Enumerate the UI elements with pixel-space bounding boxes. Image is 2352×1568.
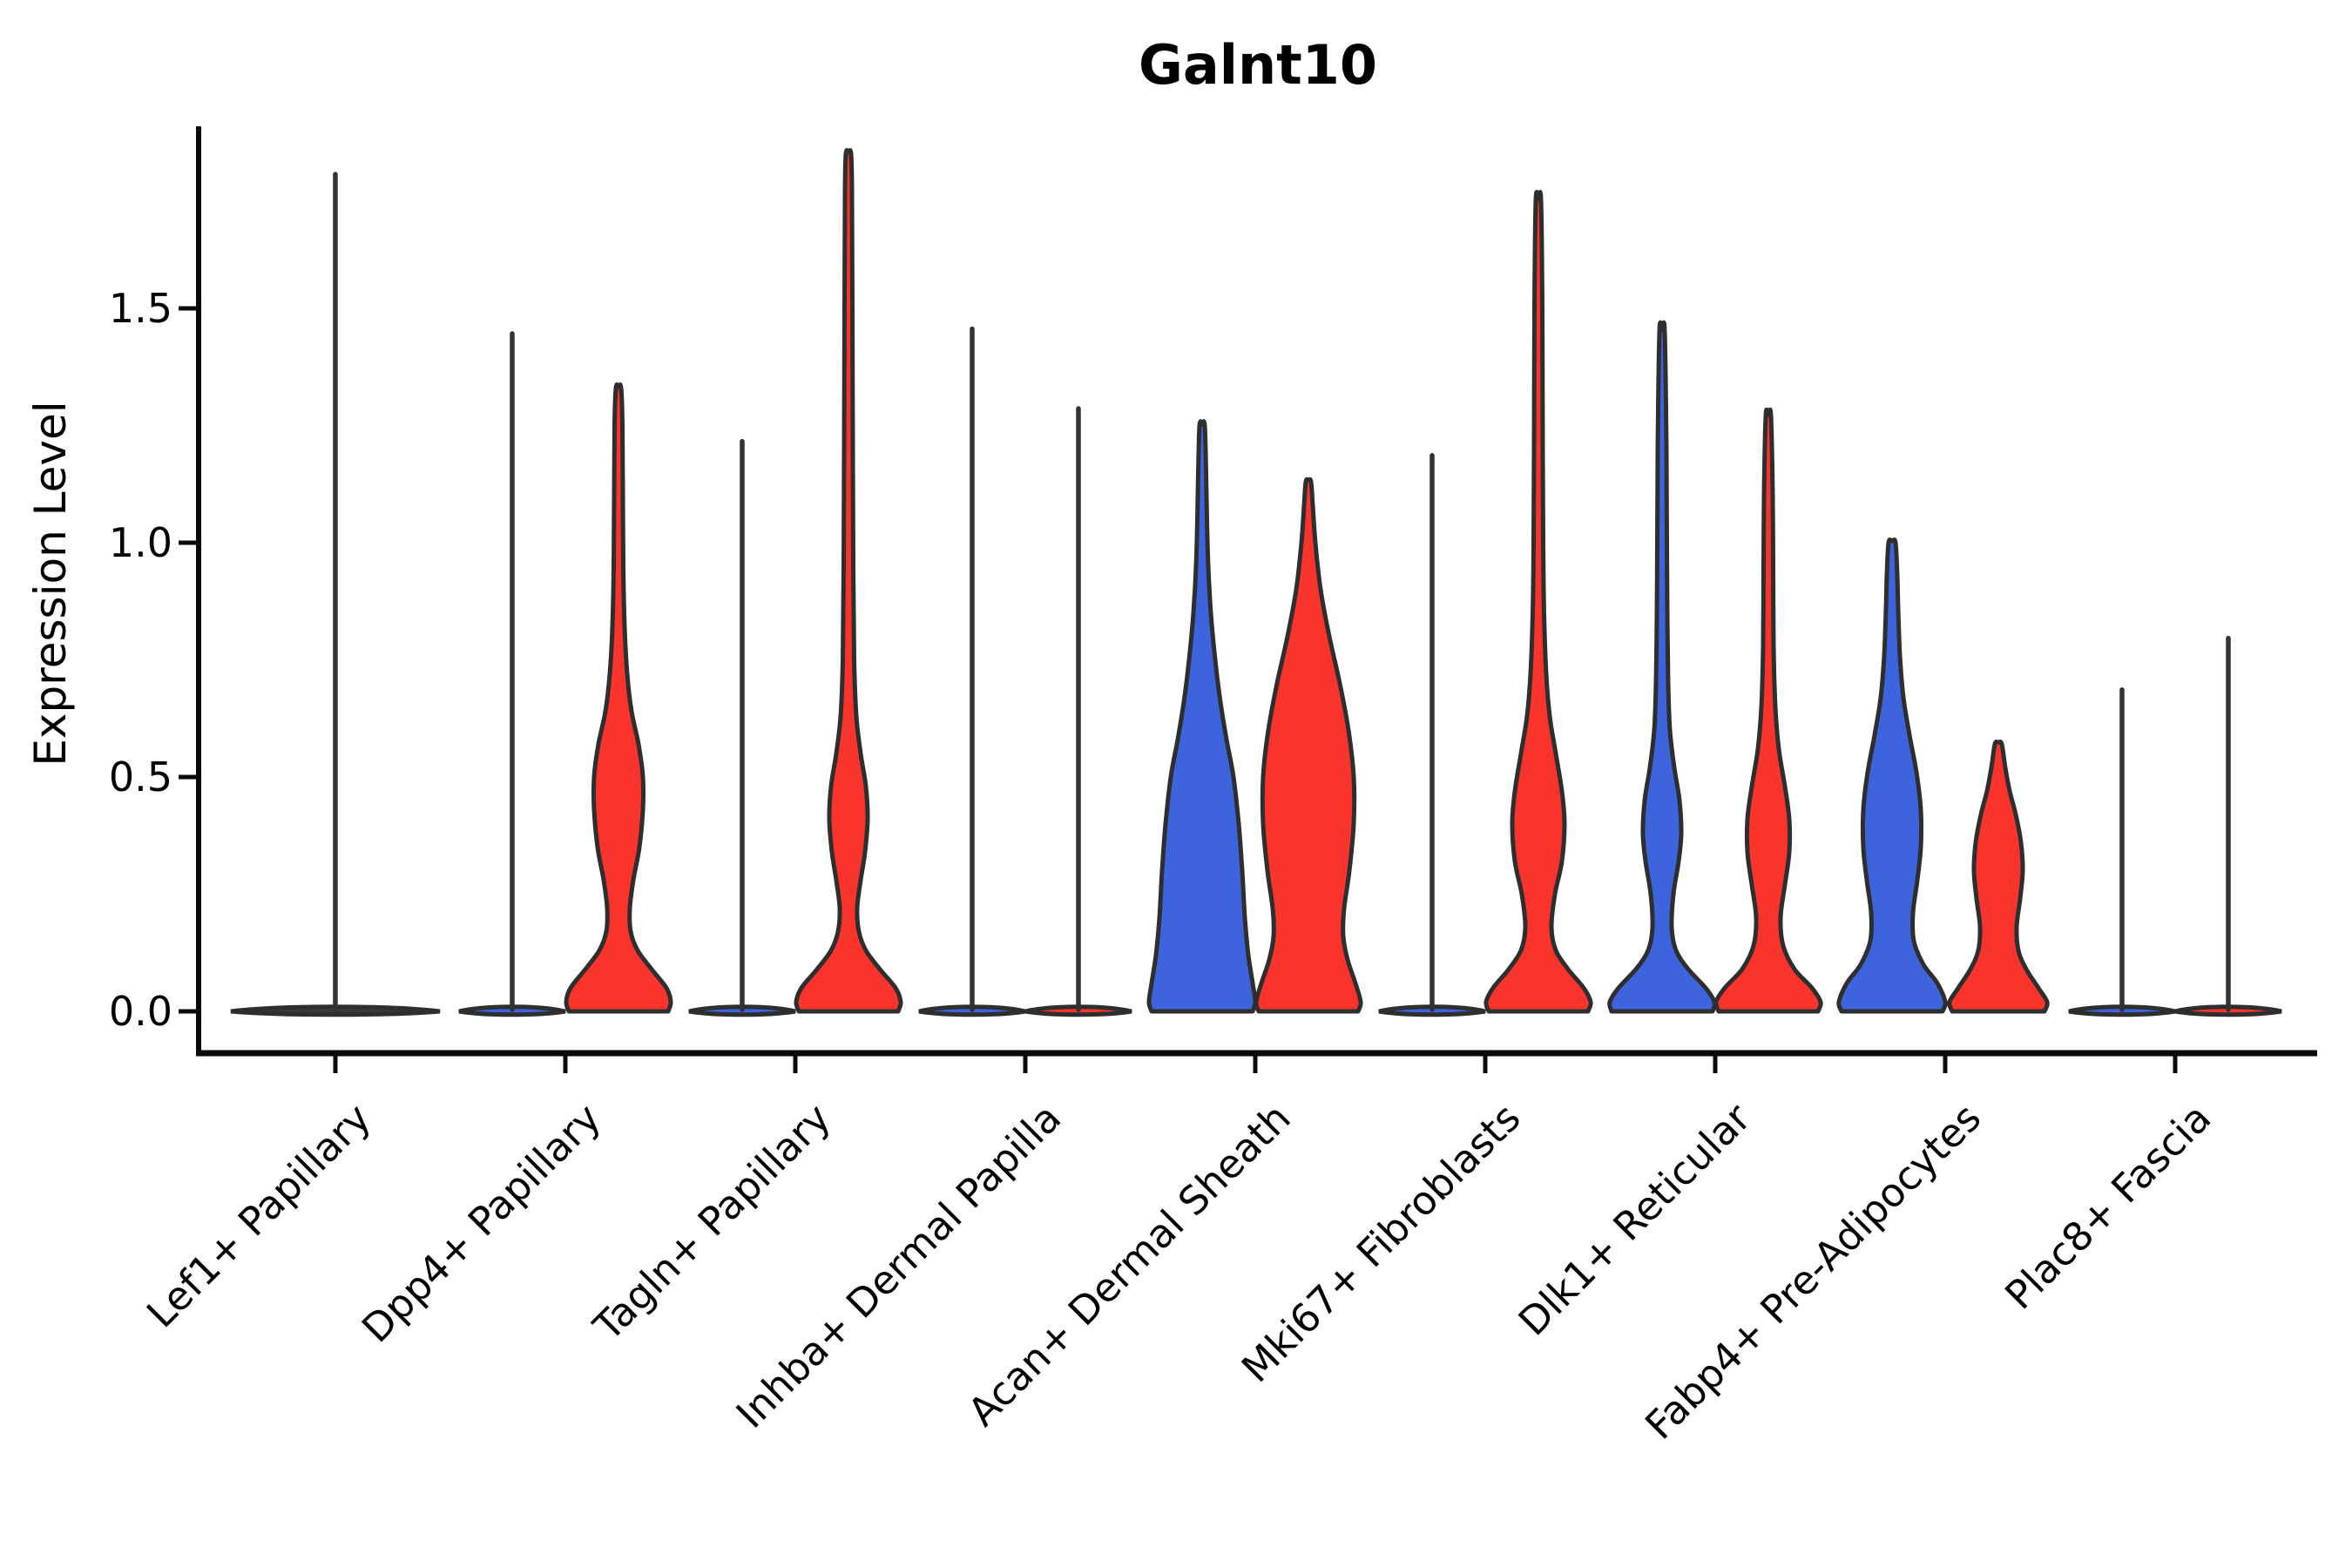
violin-body <box>1713 407 1823 1014</box>
violin-body <box>1836 537 1948 1014</box>
y-axis-label: Expression Level <box>25 401 76 767</box>
chart-title: Galnt10 <box>1138 33 1378 97</box>
violin-body <box>1484 189 1593 1014</box>
violin-body <box>1146 419 1258 1014</box>
y-tick-label-0: 0.0 <box>108 988 172 1035</box>
violin-body <box>1254 476 1363 1014</box>
violin-body <box>1607 320 1717 1014</box>
violin-body <box>1947 740 2050 1014</box>
violin-body <box>794 148 903 1014</box>
y-tick-label-1.0: 1.0 <box>108 519 172 566</box>
y-tick-label-0.5: 0.5 <box>108 754 172 801</box>
violin-body <box>564 382 673 1014</box>
y-tick-label-1.5: 1.5 <box>108 285 172 332</box>
